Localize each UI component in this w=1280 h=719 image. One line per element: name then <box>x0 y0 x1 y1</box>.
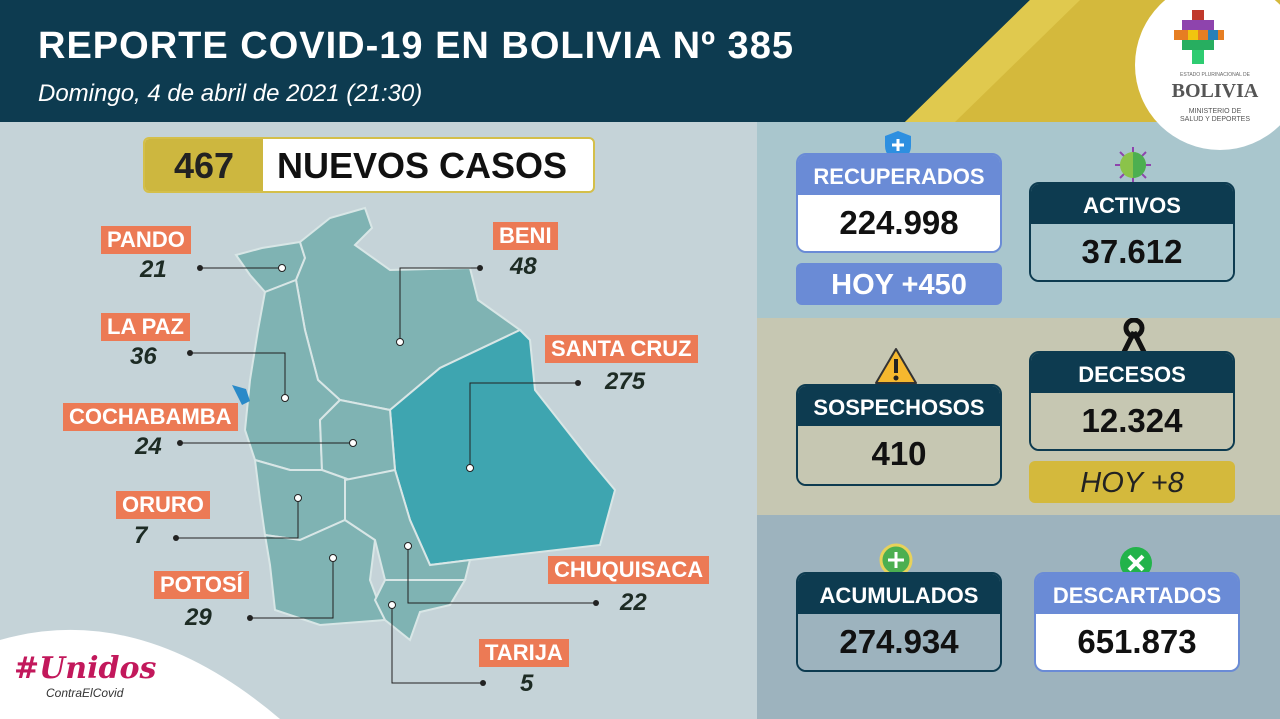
acumulados-label: ACUMULADOS <box>798 574 1000 614</box>
new-cases-count: 467 <box>145 139 263 191</box>
card-recuperados: RECUPERADOS 224.998 <box>796 153 1002 253</box>
virus-icon <box>1115 147 1151 183</box>
report-date: Domingo, 4 de abril de 2021 (21:30) <box>38 80 423 107</box>
sospechosos-value: 410 <box>798 426 1000 484</box>
dept-value-la-paz: 36 <box>130 343 157 370</box>
recuperados-label: RECUPERADOS <box>798 155 1000 195</box>
dept-label-tarija: TARIJA <box>479 639 569 667</box>
logo-state-line: ESTADO PLURINACIONAL DE <box>1179 72 1250 78</box>
page-title: REPORTE COVID-19 EN BOLIVIA Nº 385 <box>38 25 794 67</box>
warning-icon <box>875 348 917 384</box>
dept-label-la-paz: LA PAZ <box>101 313 190 341</box>
new-cases-banner: 467 NUEVOS CASOS <box>143 137 595 193</box>
activos-label: ACTIVOS <box>1031 184 1233 224</box>
dept-label-chuquisaca: CHUQUISACA <box>548 556 710 584</box>
unidos-campaign-logo: #Unidos ContraElCovid <box>14 651 164 701</box>
logo-ministry: MINISTERIO DE SALUD Y DEPORTES <box>1179 108 1251 123</box>
dept-label-potosi: POTOSÍ <box>154 571 249 599</box>
dept-value-cochabamba: 24 <box>135 433 162 460</box>
x-circle-icon <box>1120 547 1152 579</box>
ministry-logo: ESTADO PLURINACIONAL DE BOLIVIA MINISTER… <box>1135 0 1280 150</box>
recuperados-value: 224.998 <box>798 195 1000 251</box>
region-markers <box>278 264 474 609</box>
lake-titicaca <box>232 385 250 405</box>
decesos-value: 12.324 <box>1031 393 1233 449</box>
dept-label-santa-cruz: SANTA CRUZ <box>545 335 698 363</box>
new-cases-label: NUEVOS CASOS <box>277 145 568 186</box>
map-region-chuquisaca <box>344 468 472 581</box>
dept-value-chuquisaca: 22 <box>620 589 647 616</box>
activos-value: 37.612 <box>1031 224 1233 280</box>
dept-value-beni: 48 <box>510 253 537 280</box>
dept-value-pando: 21 <box>140 256 167 283</box>
card-acumulados: ACUMULADOS 274.934 <box>796 572 1002 672</box>
leader-lines <box>176 267 596 684</box>
map-region-tarija <box>373 579 467 642</box>
sospechosos-label: SOSPECHOSOS <box>798 386 1000 426</box>
campaign-tagline: ContraElCovid <box>46 686 124 700</box>
label-markers <box>173 265 599 686</box>
card-decesos: DECESOS 12.324 <box>1029 351 1235 451</box>
logo-country-name: BOLIVIA <box>1171 80 1259 102</box>
dept-value-oruro: 7 <box>134 522 148 549</box>
dept-value-potosi: 29 <box>185 604 212 631</box>
dept-label-cochabamba: COCHABAMBA <box>63 403 238 431</box>
dept-label-beni: BENI <box>493 222 558 250</box>
campaign-hashtag: #Unidos <box>14 651 157 686</box>
decesos-label: DECESOS <box>1031 353 1233 393</box>
bolivia-map <box>0 206 617 719</box>
campaign-logo-bg <box>0 629 280 719</box>
card-activos: ACTIVOS 37.612 <box>1029 182 1235 282</box>
card-descartados: DESCARTADOS 651.873 <box>1034 572 1240 672</box>
dept-value-santa-cruz: 275 <box>605 368 646 395</box>
map-region-cochabamba <box>318 398 397 482</box>
card-sospechosos: SOSPECHOSOS 410 <box>796 384 1002 486</box>
descartados-label: DESCARTADOS <box>1036 574 1238 614</box>
recuperados-today: HOY +450 <box>796 263 1002 305</box>
descartados-value: 651.873 <box>1036 614 1238 670</box>
dept-label-oruro: ORURO <box>116 491 210 519</box>
dept-value-tarija: 5 <box>520 670 534 697</box>
acumulados-value: 274.934 <box>798 614 1000 670</box>
dept-label-pando: PANDO <box>101 226 191 254</box>
decesos-today: HOY +8 <box>1029 461 1235 503</box>
wiphala-emblem-icon <box>1174 10 1224 64</box>
